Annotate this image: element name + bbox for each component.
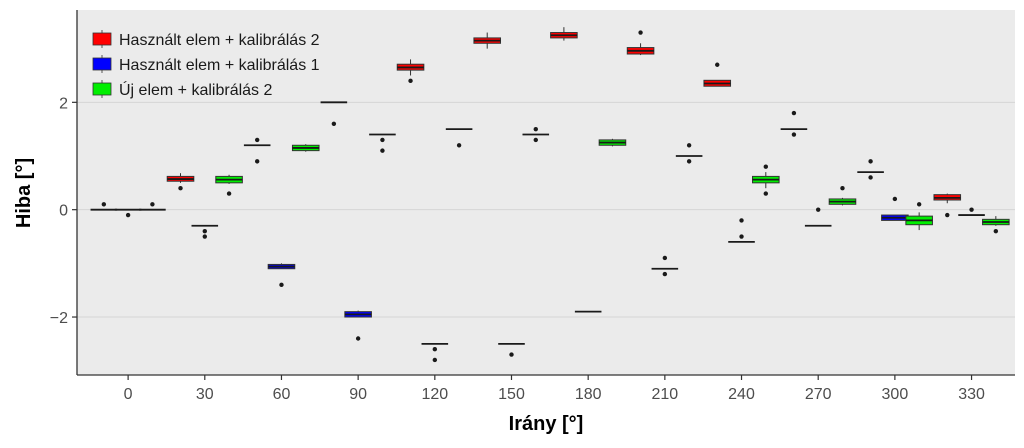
x-tick-label: 270 <box>805 386 832 403</box>
box-30 <box>215 174 243 184</box>
outlier-point <box>993 228 999 234</box>
outlier-point <box>969 207 974 212</box>
x-tick-label: 150 <box>498 386 525 403</box>
plot-panel <box>77 10 1015 375</box>
x-tick-label: 30 <box>196 386 214 403</box>
outlier-point <box>150 202 155 207</box>
outlier-point <box>662 271 668 277</box>
outlier-point <box>202 234 207 239</box>
box-120 <box>396 59 425 76</box>
outlier-point <box>456 143 462 148</box>
y-tick-label: 0 <box>59 203 68 220</box>
x-ticks: 0 30 60 90 120 150 180 210 240 270 300 330 <box>124 375 985 403</box>
outlier-point <box>868 159 873 164</box>
y-axis-title: Hiba [°] <box>13 158 35 228</box>
outlier-point <box>254 159 260 164</box>
outlier-point <box>791 110 797 116</box>
outlier-point <box>408 78 413 84</box>
outlier-point <box>380 137 385 143</box>
x-tick-label: 180 <box>575 386 602 403</box>
outlier-point <box>125 212 131 218</box>
outlier-point <box>791 132 797 137</box>
legend-label-green: Új elem + kalibrálás 2 <box>119 80 273 99</box>
outlier-point <box>763 164 769 169</box>
x-tick-label: 210 <box>651 386 678 403</box>
outlier-point <box>840 186 845 191</box>
x-tick-label: 120 <box>421 386 448 403</box>
box-60 <box>267 263 296 270</box>
outlier-point <box>432 357 438 363</box>
box-240 <box>703 79 732 87</box>
outlier-point <box>380 148 385 153</box>
outlier-point <box>916 202 922 207</box>
x-tick-label: 90 <box>349 386 367 403</box>
outlier-point <box>533 126 538 132</box>
box-30 <box>166 173 195 183</box>
box-150 <box>473 32 502 49</box>
outlier-point <box>202 228 207 234</box>
box-330 <box>933 193 962 204</box>
grid-lines <box>77 101 1015 318</box>
outlier-point <box>662 255 668 261</box>
outlier-point <box>739 234 744 239</box>
box-180 <box>598 138 627 147</box>
box-210 <box>626 43 655 56</box>
y-tick-label: 2 <box>59 95 68 112</box>
legend-label-red: Használt elem + kalibrálás 2 <box>119 32 320 49</box>
x-tick-label: 60 <box>273 386 291 403</box>
box-270 <box>828 197 857 206</box>
outlier-point <box>739 218 744 223</box>
legend-item-new-element-calibration-2: Új elem + kalibrálás 2 <box>92 80 273 99</box>
outlier-point <box>432 347 438 352</box>
outlier-point <box>686 159 692 164</box>
outlier-point <box>638 30 643 35</box>
legend-key-red <box>92 32 112 46</box>
x-tick-label: 240 <box>728 386 755 403</box>
outlier-point <box>178 186 183 191</box>
box-180 <box>550 27 578 41</box>
outlier-point <box>686 143 692 148</box>
outlier-point <box>868 175 873 180</box>
outlier-point <box>763 191 769 196</box>
box-330 <box>982 216 1010 226</box>
x-tick-label: 330 <box>958 386 985 403</box>
x-tick-label: 300 <box>882 386 909 403</box>
legend-item-used-element-calibration-2: Használt elem + kalibrálás 2 <box>92 30 320 49</box>
legend-key-green <box>92 82 112 96</box>
legend-key-blue <box>92 57 112 71</box>
legend-label-blue: Használt elem + kalibrálás 1 <box>119 57 320 74</box>
axes <box>76 10 1015 376</box>
box-300 <box>905 212 933 231</box>
box-240 <box>752 172 780 189</box>
box-60 <box>291 144 320 152</box>
outlier-point <box>509 352 514 357</box>
box-90 <box>344 310 372 318</box>
outlier-point <box>226 191 232 196</box>
x-tick-label: 0 <box>124 386 133 403</box>
y-tick-label: −2 <box>50 310 68 327</box>
outliers-layer <box>101 30 999 363</box>
boxes-layer <box>90 27 1010 345</box>
outlier-point <box>331 121 337 126</box>
outlier-point <box>815 207 821 212</box>
x-axis-title: Irány [°] <box>509 413 584 435</box>
outlier-point <box>279 282 284 288</box>
outlier-point <box>715 62 720 67</box>
legend: Használt elem + kalibrálás 2 Használt el… <box>92 30 320 99</box>
outlier-point <box>892 196 898 202</box>
outlier-point <box>533 137 538 143</box>
outlier-point <box>355 336 361 341</box>
outlier-point <box>254 137 260 143</box>
outlier-point <box>101 202 107 207</box>
outlier-point <box>945 212 950 218</box>
box-300 <box>881 214 909 221</box>
legend-item-used-element-calibration-1: Használt elem + kalibrálás 1 <box>92 55 320 74</box>
y-ticks: −2 0 2 <box>50 95 77 327</box>
